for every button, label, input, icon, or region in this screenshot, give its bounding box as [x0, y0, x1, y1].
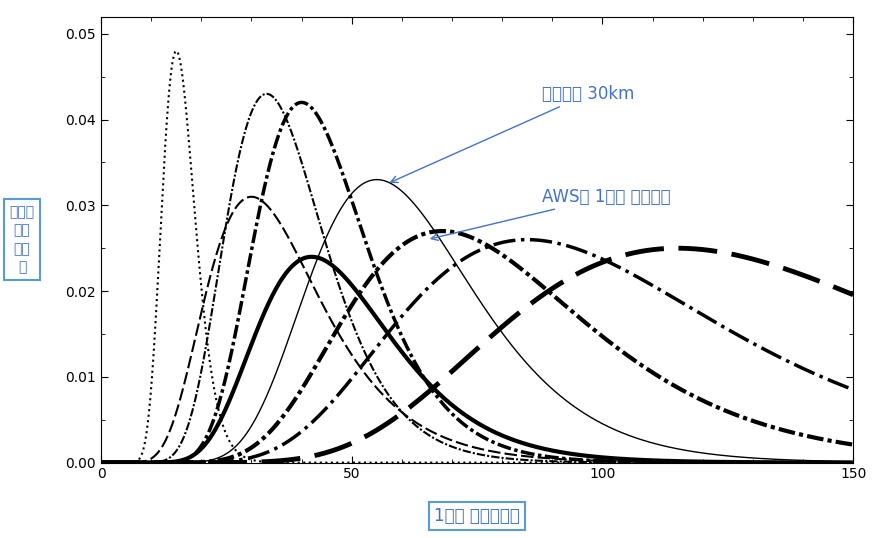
Text: 다양도
밀도
함수
의: 다양도 밀도 함수 의: [10, 205, 34, 274]
Text: AWS의 1시간 최다강수: AWS의 1시간 최다강수: [431, 188, 671, 240]
Text: 버블반경 30km: 버블반경 30km: [391, 85, 635, 182]
Text: 1시간 누적강수량: 1시간 누적강수량: [434, 507, 520, 525]
